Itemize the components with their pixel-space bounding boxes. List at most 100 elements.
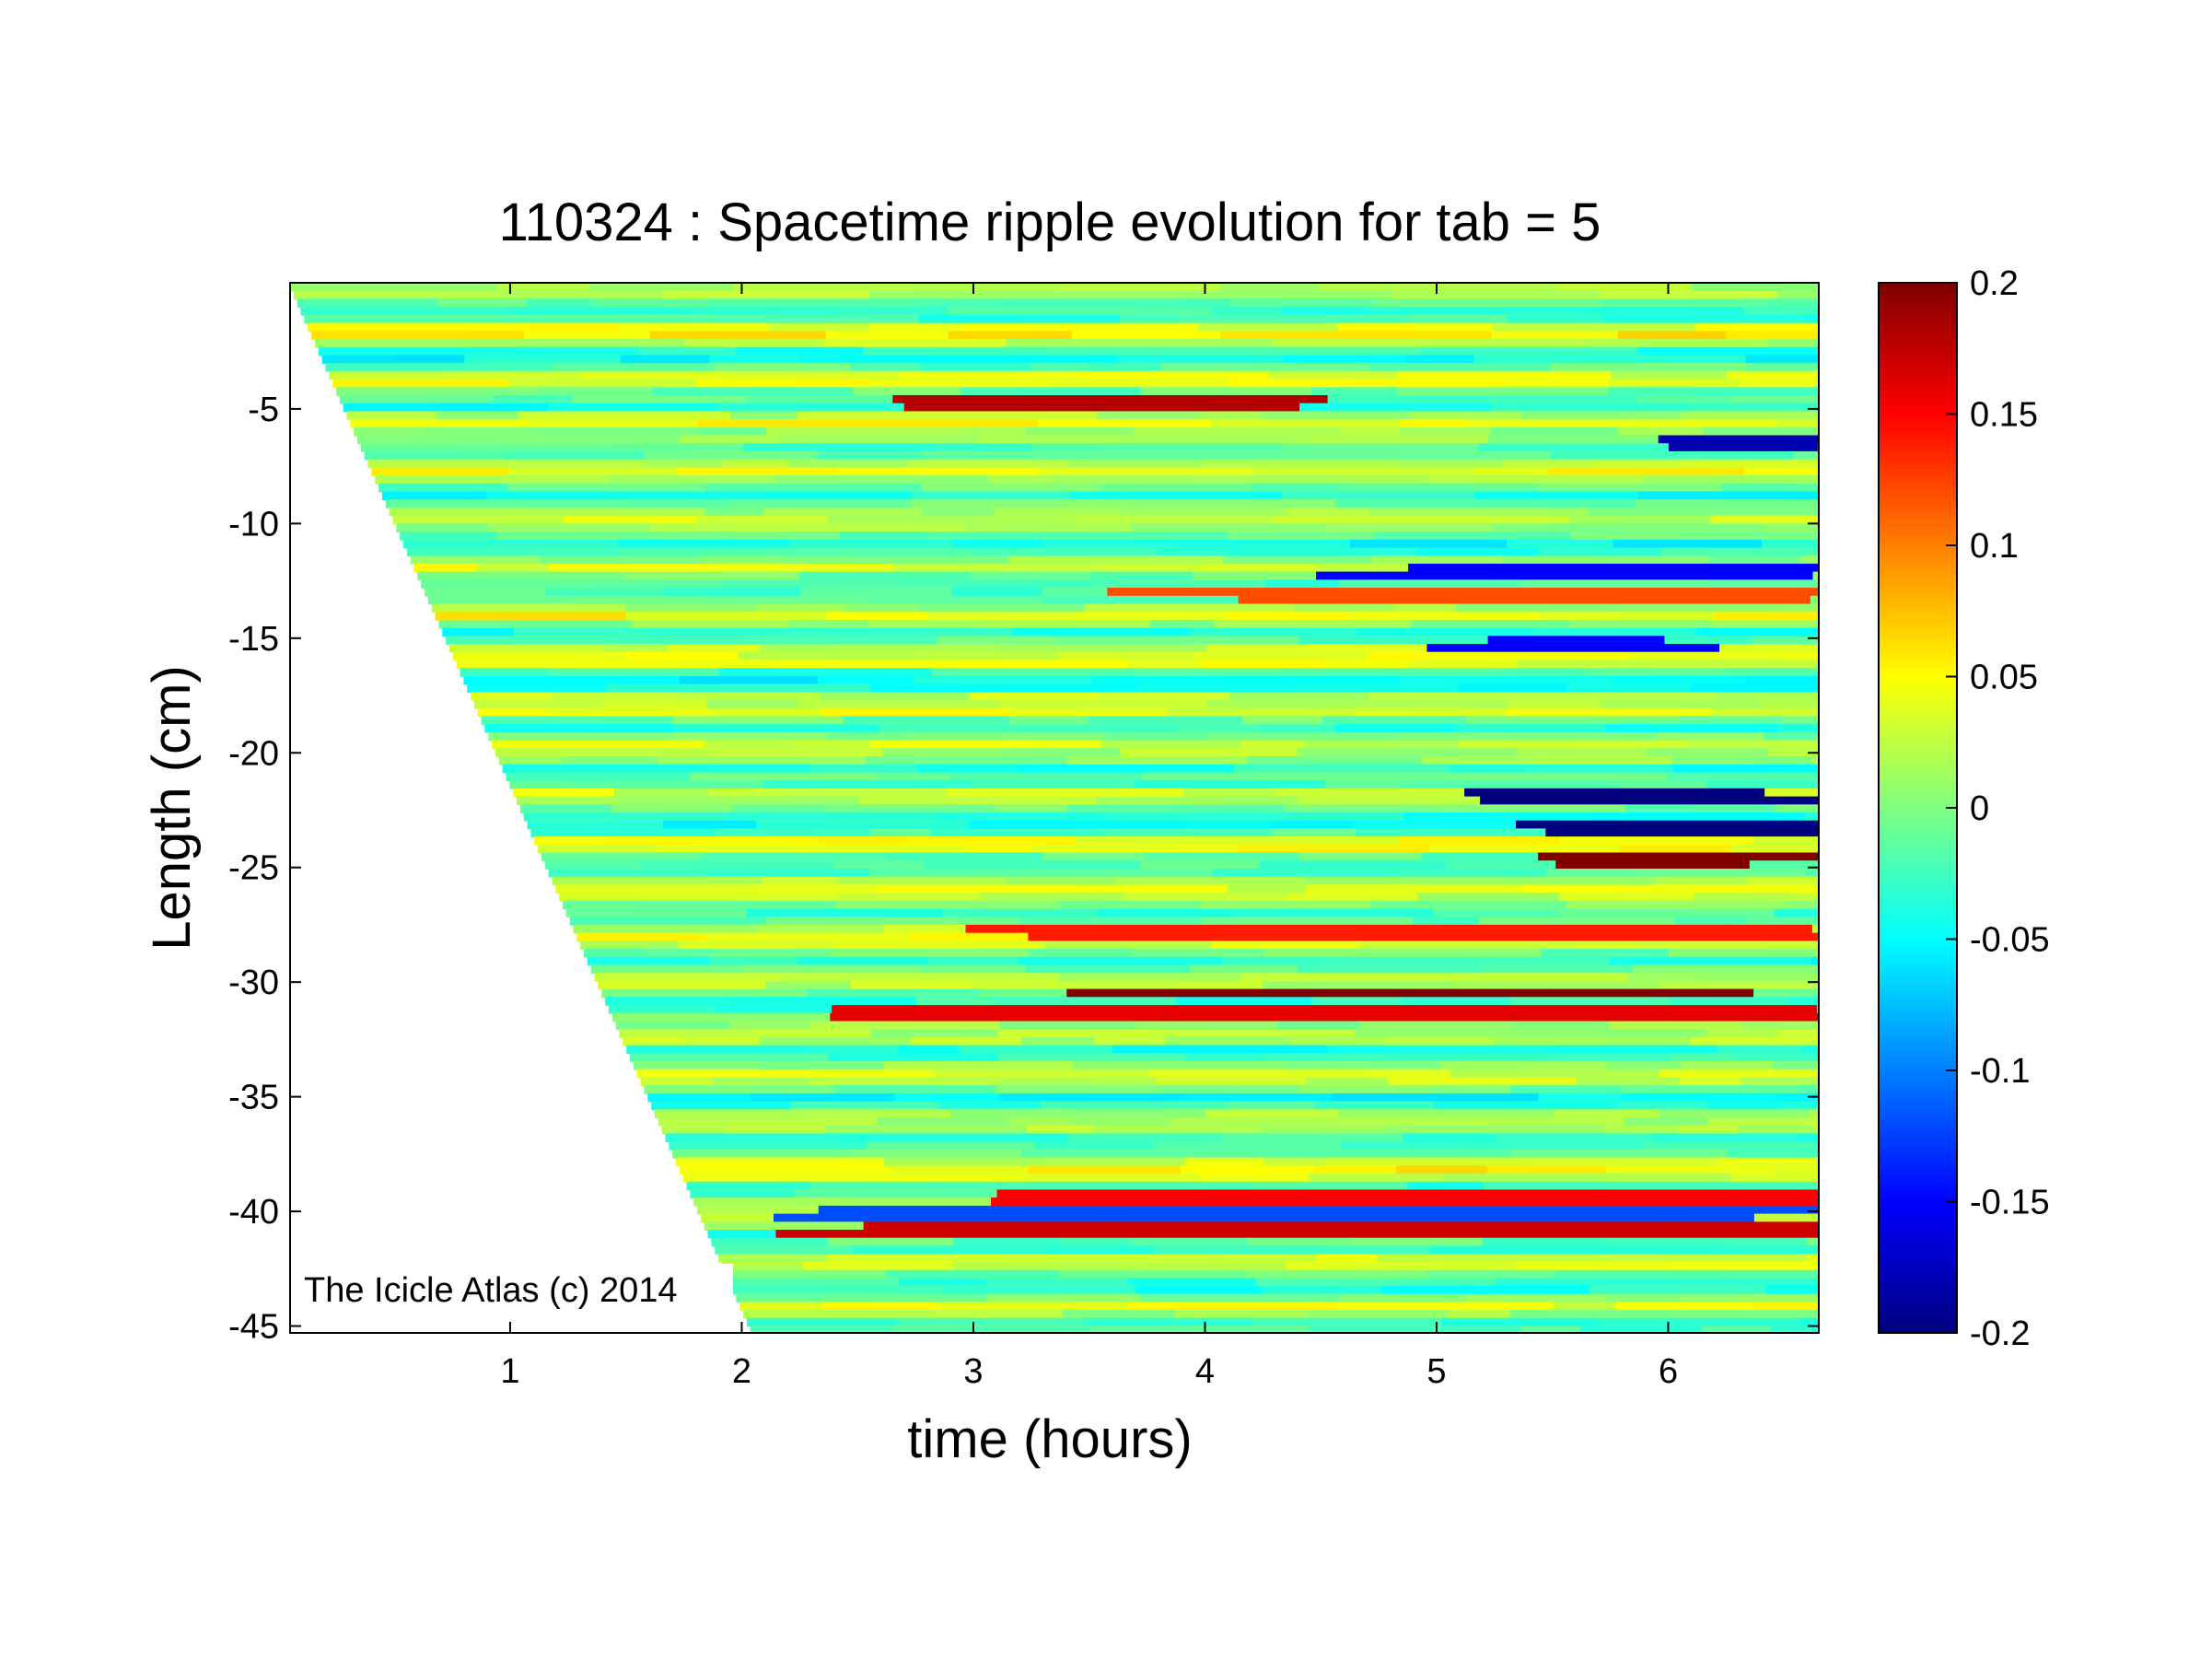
heatmap-cell: [1717, 1045, 1802, 1055]
heatmap-cell: [1554, 1109, 1660, 1118]
heatmap-cell: [569, 917, 768, 926]
heatmap-cell: [1192, 571, 1317, 581]
heatmap-cell: [743, 443, 937, 452]
heatmap-cell: [1267, 812, 1404, 822]
heatmap-cell: [1649, 660, 1816, 669]
heatmap-cell: [1379, 331, 1493, 340]
heatmap-cell: [1230, 298, 1376, 308]
heatmap-cell: [884, 1157, 1044, 1167]
heatmap-cell: [847, 1133, 1068, 1142]
heatmap-cell: [1009, 1117, 1073, 1127]
heatmap-cell: [728, 1278, 900, 1287]
heatmap-cell: [697, 419, 856, 428]
y-tick-label: -25: [228, 849, 279, 888]
heatmap-cell: [867, 379, 1055, 388]
heatmap-cell: [704, 1221, 865, 1231]
heatmap-cell: [1175, 1012, 1270, 1022]
heatmap-cell: [1069, 499, 1132, 508]
heatmap-cell: [1550, 363, 1748, 372]
heatmap-cell: [705, 483, 923, 493]
heatmap-cell: [641, 860, 835, 870]
heatmap-cell: [1220, 1133, 1404, 1142]
heatmap-cell: [1764, 788, 1819, 798]
heatmap-cell: [1749, 860, 1819, 870]
heatmap-cell: [1816, 884, 1819, 894]
heatmap-cell: [792, 844, 968, 854]
heatmap-cell: [1752, 1302, 1819, 1311]
heatmap-cell: [1474, 491, 1639, 500]
heatmap-cell: [1681, 1061, 1775, 1070]
heatmap-cell: [1718, 1157, 1819, 1167]
heatmap-cell: [1397, 370, 1612, 380]
heatmap-cell: [999, 1092, 1184, 1103]
heatmap-cell: [995, 1085, 1157, 1094]
heatmap-cell: [1228, 547, 1300, 556]
heatmap-cell: [946, 788, 1119, 798]
heatmap-cell: [1364, 307, 1585, 316]
heatmap-cell: [1231, 908, 1434, 917]
heatmap-cell: [892, 395, 1077, 404]
heatmap-cell: [1324, 780, 1403, 789]
heatmap-cell: [918, 314, 1023, 324]
heatmap-cell: [1299, 1085, 1431, 1094]
heatmap-cell: [942, 908, 1100, 917]
heatmap-cell: [1189, 627, 1359, 637]
heatmap-cell: [1496, 1278, 1694, 1287]
heatmap-cell: [1339, 579, 1523, 589]
heatmap-cell: [1632, 964, 1819, 974]
heatmap-cell: [1507, 314, 1604, 324]
heatmap-cell: [427, 595, 564, 605]
heatmap-cell: [1338, 1109, 1555, 1118]
heatmap-cell: [937, 1302, 1128, 1311]
heatmap-cell: [1521, 579, 1712, 589]
heatmap-cell: [507, 483, 706, 493]
heatmap-cell: [1386, 1036, 1495, 1046]
heatmap-cell: [1263, 949, 1369, 958]
heatmap-cell: [1112, 1045, 1329, 1055]
heatmap-cell: [1481, 1205, 1598, 1215]
heatmap-cell: [1615, 411, 1682, 420]
heatmap-cell: [1531, 1157, 1720, 1167]
heatmap-cell: [1555, 860, 1751, 870]
heatmap-cell: [970, 980, 1074, 990]
heatmap-cell: [632, 619, 790, 629]
heatmap-cell: [1799, 555, 1819, 565]
heatmap-cell: [714, 314, 920, 324]
heatmap-cell: [1077, 515, 1273, 525]
heatmap-cell: [1200, 660, 1326, 669]
colorbar-ticks: 0.2 0.15 0.1 0.05 0 -0.05 -0.1 -0.15 -0.2: [1946, 264, 2050, 1353]
x-axis-label: time (hours): [907, 1409, 1192, 1469]
heatmap-cell: [1710, 555, 1801, 565]
heatmap-cell: [1366, 1230, 1488, 1239]
heatmap-cell: [1449, 1069, 1659, 1079]
heatmap-cell: [663, 820, 758, 830]
heatmap-cell: [1181, 1165, 1314, 1174]
heatmap-cell: [1310, 1198, 1491, 1207]
heatmap-cell: [1612, 539, 1763, 549]
heatmap-cell: [931, 668, 1136, 677]
heatmap-cell: [636, 1069, 817, 1079]
heatmap-cell: [729, 1021, 812, 1030]
heatmap-cell: [1589, 1286, 1767, 1295]
heatmap-cell: [834, 940, 1045, 950]
heatmap-cell: [311, 331, 525, 340]
heatmap-cell: [1026, 1174, 1202, 1183]
heatmap-cell: [1686, 740, 1819, 750]
heatmap-cell: [806, 988, 980, 999]
heatmap-cell: [1479, 917, 1675, 926]
heatmap-cell: [1144, 764, 1235, 774]
heatmap-cell: [836, 893, 984, 902]
heatmap-cell: [1473, 467, 1549, 476]
heatmap-cell: [1484, 395, 1638, 404]
heatmap-cell: [1706, 780, 1819, 789]
x-tick-label: 3: [963, 1352, 983, 1391]
heatmap-cell: [1064, 1198, 1249, 1207]
heatmap-cell: [1608, 379, 1738, 388]
heatmap-cell: [1410, 314, 1508, 324]
heatmap-cell: [1617, 1101, 1709, 1111]
heatmap-cell: [897, 1045, 960, 1055]
heatmap-cell: [1183, 1092, 1333, 1103]
heatmap-cell: [1451, 932, 1650, 942]
heatmap-cell: [1294, 603, 1393, 613]
